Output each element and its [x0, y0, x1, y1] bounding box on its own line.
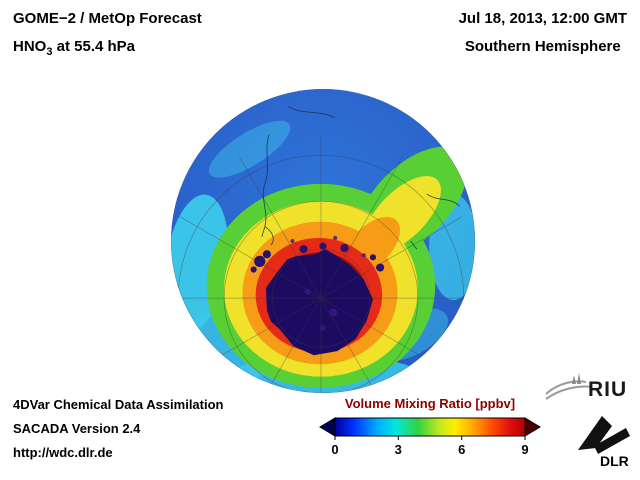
hemisphere-label: Southern Hemisphere [464, 38, 621, 55]
version-label: SACADA Version 2.4 [13, 421, 141, 436]
tick-3: 3 [394, 442, 402, 457]
tick-9: 9 [521, 442, 529, 457]
title-block-left: GOME−2 / MetOp Forecast HNO3 at 55.4 hPa [13, 10, 202, 58]
dlr-logo-svg: DLR [578, 416, 630, 469]
dlr-emblem-icon [578, 416, 630, 454]
colorbar [319, 417, 541, 440]
colorbar-gradient-bar [334, 417, 526, 437]
colorbar-title: Volume Mixing Ratio [ppbv] [344, 396, 516, 411]
colorbar-tick-labels: 0 3 6 9 [318, 442, 542, 458]
vortex-core-region [250, 235, 385, 356]
coastlines [261, 105, 461, 250]
species-subscript: 3 [46, 46, 53, 58]
datetime-label: Jul 18, 2013, 12:00 GMT [458, 10, 627, 27]
riu-logo-svg: RIU [545, 373, 627, 401]
url-label: http://wdc.dlr.de [13, 445, 113, 460]
species-level-title: HNO3 at 55.4 hPa [13, 38, 202, 58]
dlr-logo: DLR [568, 406, 634, 475]
riu-logo-text: RIU [588, 378, 627, 401]
colorbar-tick-marks [334, 436, 526, 440]
colorbar-min-arrow [319, 417, 336, 437]
globe-svg [171, 89, 475, 393]
colorbar-block: Volume Mixing Ratio [ppbv] [318, 396, 542, 458]
riu-swoosh-lines [545, 380, 593, 400]
tick-6: 6 [458, 442, 466, 457]
footer-text-block: 4DVar Chemical Data Assimilation SACADA … [13, 397, 224, 469]
hemisphere-map [170, 88, 476, 394]
riu-logo: RIU [544, 370, 632, 407]
tick-0: 0 [331, 442, 339, 457]
dlr-logo-text: DLR [600, 453, 629, 469]
species-level: at 55.4 hPa [52, 38, 136, 55]
forecast-title: GOME−2 / MetOp Forecast [13, 10, 202, 27]
species-name: HNO [13, 38, 47, 55]
title-block-right: Jul 18, 2013, 12:00 GMT Southern Hemisph… [459, 10, 627, 55]
colorbar-max-arrow [524, 417, 541, 437]
assimilation-label: 4DVar Chemical Data Assimilation [13, 397, 224, 412]
cathedral-icon [572, 373, 581, 384]
